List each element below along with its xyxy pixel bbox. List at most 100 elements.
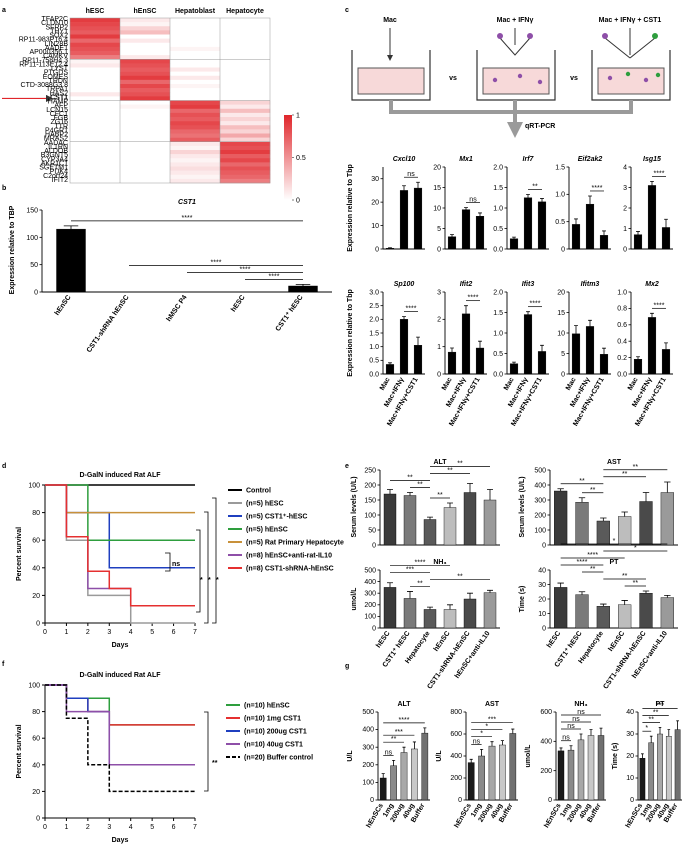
legend-label: (n=8) hEnSC+anti-rat-IL10 <box>246 553 332 560</box>
y-tick-label: 2.5 <box>369 303 379 310</box>
row-label: HAMP <box>48 99 69 106</box>
heatmap-cell <box>220 42 271 48</box>
heatmap-cell <box>120 112 171 118</box>
cst1-dot <box>625 71 631 77</box>
heatmap-cell <box>170 100 221 105</box>
row-label: PTGDS <box>44 70 68 77</box>
bar <box>657 733 663 801</box>
error-bar <box>649 735 653 743</box>
error-bar <box>407 591 413 599</box>
row-label: MRAS2 <box>44 136 68 143</box>
heatmap-cell <box>70 137 121 143</box>
bar <box>554 587 568 629</box>
heatmap-cell <box>120 150 171 155</box>
chart-title: PT <box>656 701 666 708</box>
heatmap-cell <box>170 166 221 171</box>
heatmap-cell <box>170 22 221 27</box>
error-bar <box>464 305 468 314</box>
y-axis-label: Time (s) <box>612 743 619 770</box>
heatmap-cell <box>170 137 221 143</box>
y-tick-label: 200 <box>364 602 376 609</box>
y-tick-label: 3.0 <box>369 289 379 296</box>
bar <box>385 248 395 250</box>
chart-title: CST1 <box>178 199 196 206</box>
error-bar <box>664 594 671 598</box>
bar <box>618 604 632 629</box>
x-tick-label: 1 <box>64 824 68 831</box>
y-tick-label: 30 <box>371 176 379 183</box>
bar <box>661 349 671 375</box>
legend-label: (n=5) Rat Primary Hepatocyte <box>246 540 344 547</box>
well <box>597 67 665 95</box>
heatmap-cell <box>120 30 171 35</box>
panel-label: c <box>345 7 349 14</box>
significance-label: **** <box>399 717 410 724</box>
heatmap-cell <box>70 55 121 60</box>
bar <box>509 363 519 375</box>
row-label: LIN28B <box>45 41 69 48</box>
heatmap-cell <box>170 75 221 81</box>
heatmap-cell <box>170 88 221 93</box>
column-label: hEnSC <box>134 8 157 15</box>
y-tick-label: 1.0 <box>555 192 565 199</box>
heatmap-cell <box>70 178 121 184</box>
heatmap-cell <box>220 121 271 126</box>
x-tick-label: CST1-shRNA hEnSC <box>86 294 131 354</box>
heatmap-cell <box>220 141 271 147</box>
y-tick-label: 200 <box>450 775 462 782</box>
legend-label: Control <box>246 488 271 495</box>
heatmap-cell <box>220 137 271 143</box>
panel-label: e <box>345 463 349 470</box>
y-tick-label: 200 <box>364 482 376 489</box>
heatmap-frame <box>69 17 271 184</box>
y-tick-label: 80 <box>32 709 40 716</box>
heatmap-cell <box>170 30 221 35</box>
y-tick-label: 400 <box>450 753 462 760</box>
error-bar <box>450 234 454 237</box>
y-tick-label: 800 <box>450 709 462 716</box>
vs-label: vs <box>570 75 578 82</box>
error-bar <box>600 517 607 521</box>
significance-label: **** <box>654 170 665 177</box>
error-bar <box>500 740 504 745</box>
significance-bracket <box>204 511 209 624</box>
error-bar <box>416 181 420 189</box>
panel-label: b <box>2 185 6 192</box>
row-label: CAMKV <box>43 53 68 60</box>
chart-title: AST <box>607 459 622 466</box>
error-bar <box>526 194 530 198</box>
heatmap-cell <box>220 174 271 180</box>
bar <box>447 351 457 375</box>
x-tick-label: hEnSC <box>433 630 452 653</box>
x-tick-label: 0 <box>43 629 47 636</box>
y-tick-label: 0 <box>561 246 565 253</box>
significance-label: *** <box>656 702 664 709</box>
y-tick-label: 0.4 <box>617 338 627 345</box>
well <box>357 67 425 95</box>
error-bar <box>447 604 453 610</box>
merge-connector <box>389 100 633 134</box>
significance-label: * <box>634 545 637 552</box>
cst1-dot <box>652 33 658 39</box>
y-axis-label: Serum levels (U/L) <box>351 476 358 537</box>
heatmap-cell <box>120 63 171 68</box>
significance-label: ** <box>622 573 628 580</box>
error-bar <box>423 727 427 734</box>
row-label: PDK4 <box>50 169 68 176</box>
y-tick-label: 10 <box>538 611 546 618</box>
legend-label: (n=8) CST1-shRNA-hEnSC <box>246 566 334 573</box>
heatmap-cell <box>120 18 171 23</box>
heatmap-cell <box>170 150 221 155</box>
heatmap-cell <box>170 129 221 134</box>
significance-label: ** <box>590 487 596 494</box>
colorbar-tick-label: 0.5 <box>296 155 306 162</box>
bar <box>443 609 457 629</box>
y-tick-label: 50 <box>30 262 38 269</box>
error-bar <box>467 483 473 493</box>
y-tick-label: 0 <box>370 797 374 804</box>
significance-label: **** <box>654 302 665 309</box>
y-tick-label: 1.0 <box>493 205 503 212</box>
heatmap-cell <box>120 104 171 110</box>
bar <box>523 314 533 375</box>
bar <box>461 313 471 375</box>
